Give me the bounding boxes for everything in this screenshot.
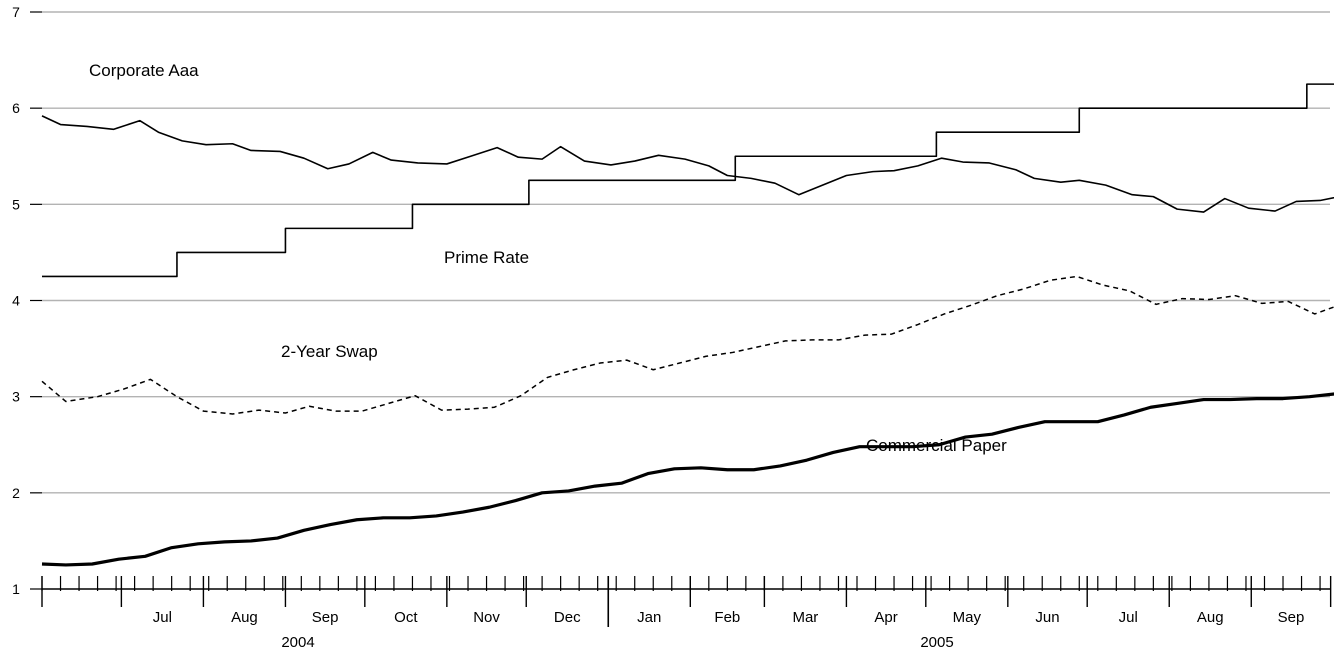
x-year-label: 2004 [281,634,314,651]
x-month-label: Mar [792,609,818,626]
x-month-label: Apr [874,609,897,626]
series-group [41,83,1334,567]
x-month-label: Feb [714,609,740,626]
x-month-label: Nov [473,609,500,626]
x-month-label: Sep [1278,609,1305,626]
x-month-label: Dec [554,609,581,626]
x-month-label: Aug [231,609,258,626]
series-commercial-paper [41,392,1334,567]
x-month-label: Jun [1035,609,1059,626]
x-axis: Jul Aug Sep Oct Nov Dec Jan Feb Mar Apr May Jun Jul A… [41,576,1332,651]
y-tick-label: 5 [12,196,20,212]
annotation-commercial-paper: Commercial Paper [866,436,1007,455]
x-month-label: May [953,609,982,626]
grid-lines [42,11,1330,494]
x-year-label: 2005 [920,634,953,651]
y-tick-label: 2 [12,485,20,501]
x-month-label: Sep [312,609,339,626]
annotation-corporate-aaa: Corporate Aaa [89,61,199,80]
annotation-prime-rate: Prime Rate [444,248,529,267]
annotation-2-year-swap: 2-Year Swap [281,342,378,361]
x-month-label: Jul [153,609,172,626]
y-tick-label: 3 [12,389,20,405]
x-month-label: Jan [637,609,661,626]
series-2-year-swap [41,275,1334,415]
y-axis: 1 2 3 4 5 6 7 [12,4,42,597]
series-corporate-aaa [41,115,1334,213]
y-tick-label: 1 [12,581,20,597]
x-month-label: Aug [1197,609,1224,626]
y-tick-label: 6 [12,100,20,116]
y-tick-label: 4 [12,293,20,309]
x-month-label: Jul [1119,609,1138,626]
series-prime-rate [42,83,1334,278]
y-tick-label: 7 [12,4,20,20]
x-month-label: Oct [394,609,418,626]
